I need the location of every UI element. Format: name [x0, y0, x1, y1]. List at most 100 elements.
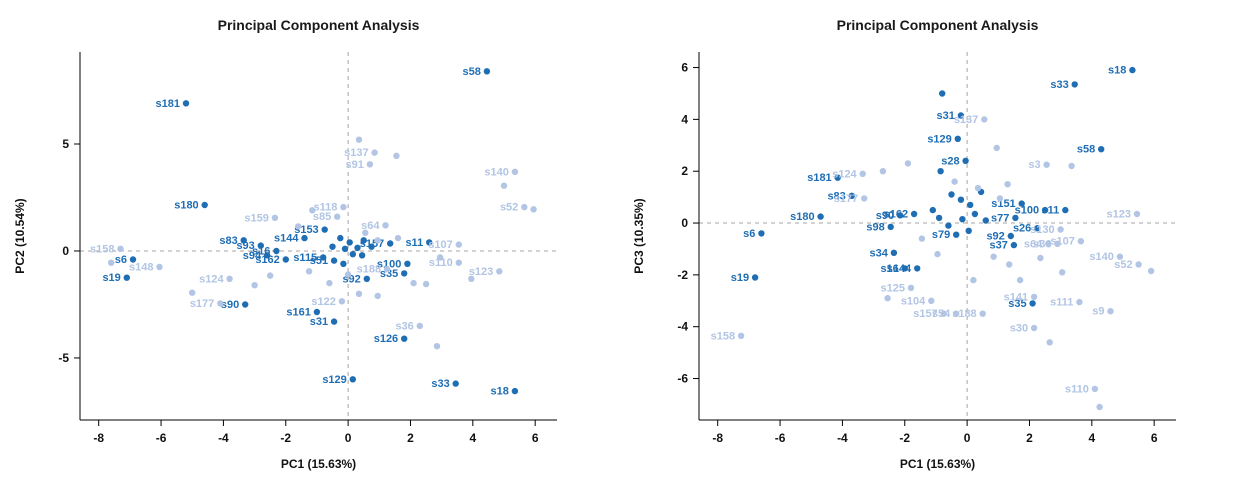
data-point: [979, 310, 986, 317]
data-point: [1147, 267, 1155, 275]
data-point: [758, 230, 765, 237]
point-label: s115: [293, 252, 317, 264]
data-point: [996, 195, 1004, 202]
data-point: [344, 271, 352, 278]
data-point: [483, 68, 491, 75]
data-point: [954, 135, 961, 142]
data-point: [890, 249, 898, 256]
point-label: s90: [876, 210, 894, 222]
point-label: s124: [199, 273, 224, 285]
point-label: s148: [129, 262, 153, 274]
point-label: s104: [901, 295, 926, 307]
data-point: [410, 279, 417, 287]
point-label: s11: [405, 237, 423, 249]
x-tick-label: 6: [532, 431, 539, 445]
data-point: [1016, 276, 1024, 284]
data-point: [1057, 226, 1064, 233]
data-point: [990, 253, 997, 260]
point-label: s107: [428, 239, 452, 251]
data-point: [383, 266, 391, 273]
point-label: s140: [484, 166, 508, 178]
data-point: [511, 168, 519, 175]
data-point: [953, 231, 960, 238]
data-point: [340, 260, 347, 267]
data-point: [422, 280, 430, 288]
point-label: s140: [1089, 251, 1113, 263]
point-label: s33: [1050, 79, 1068, 91]
data-point: [982, 217, 989, 224]
data-point: [1059, 269, 1066, 276]
data-point: [387, 240, 394, 247]
data-point: [1046, 339, 1053, 346]
data-point: [382, 222, 389, 229]
point-label: s188: [357, 264, 381, 276]
data-point: [928, 297, 935, 304]
data-point: [1054, 240, 1061, 247]
data-point: [935, 214, 943, 222]
data-point: [452, 380, 459, 387]
data-point: [957, 196, 965, 203]
data-point: [404, 260, 411, 267]
data-point: [1116, 253, 1124, 260]
x-tick-label: -4: [218, 431, 229, 445]
point-label: s52: [500, 202, 518, 214]
data-point: [971, 210, 979, 218]
data-point: [904, 160, 912, 167]
point-label: s16: [252, 246, 270, 258]
point-label: s141: [1004, 291, 1028, 303]
data-point: [1098, 146, 1105, 153]
point-label: s162: [884, 209, 908, 221]
point-label: s64: [1024, 238, 1043, 250]
point-label: s129: [322, 374, 346, 386]
data-point: [267, 272, 274, 279]
data-point: [371, 149, 378, 156]
point-label: s18: [491, 386, 509, 398]
data-point: [751, 274, 759, 281]
point-label: s28: [941, 155, 959, 167]
data-point: [859, 170, 866, 177]
data-point: [349, 251, 356, 258]
data-point: [1076, 298, 1083, 306]
data-point: [974, 184, 982, 192]
point-label: s77: [991, 212, 1009, 224]
data-point: [970, 276, 977, 284]
point-label: s107: [1050, 236, 1074, 248]
data-point: [1071, 81, 1078, 88]
data-point: [1034, 225, 1041, 232]
x-tick-label: -8: [93, 431, 104, 445]
point-label: s6: [115, 254, 127, 266]
point-label: s36: [395, 320, 413, 332]
point-label: s181: [156, 98, 180, 110]
point-label: s100: [1015, 205, 1039, 217]
y-tick-label: 6: [681, 61, 688, 75]
data-point: [201, 201, 208, 209]
data-point: [273, 247, 280, 255]
point-label: s151: [991, 198, 1015, 210]
point-label: s83: [827, 190, 845, 202]
point-label: s31: [310, 316, 328, 328]
point-label: s37: [990, 240, 1008, 252]
data-point: [848, 192, 855, 199]
data-point: [993, 144, 1000, 152]
point-label: s177: [190, 298, 214, 310]
data-point: [240, 237, 247, 244]
data-point: [436, 254, 444, 261]
data-point: [346, 239, 353, 246]
data-point: [330, 318, 338, 325]
data-point: [530, 206, 537, 213]
point-label: s6: [743, 228, 755, 240]
point-label: s123: [1107, 209, 1131, 221]
point-label: s34: [870, 247, 889, 259]
point-label: s83: [219, 235, 237, 247]
data-point: [1007, 232, 1014, 240]
point-label: s26: [1013, 223, 1031, 235]
y-tick-label: 0: [62, 244, 69, 258]
data-point: [951, 178, 958, 185]
point-label: s58: [463, 66, 481, 78]
point-label: s85: [313, 211, 331, 223]
point-label: s90: [221, 299, 239, 311]
data-point: [329, 243, 336, 250]
data-point: [326, 279, 333, 287]
data-point: [1029, 300, 1036, 307]
data-point: [309, 207, 316, 214]
